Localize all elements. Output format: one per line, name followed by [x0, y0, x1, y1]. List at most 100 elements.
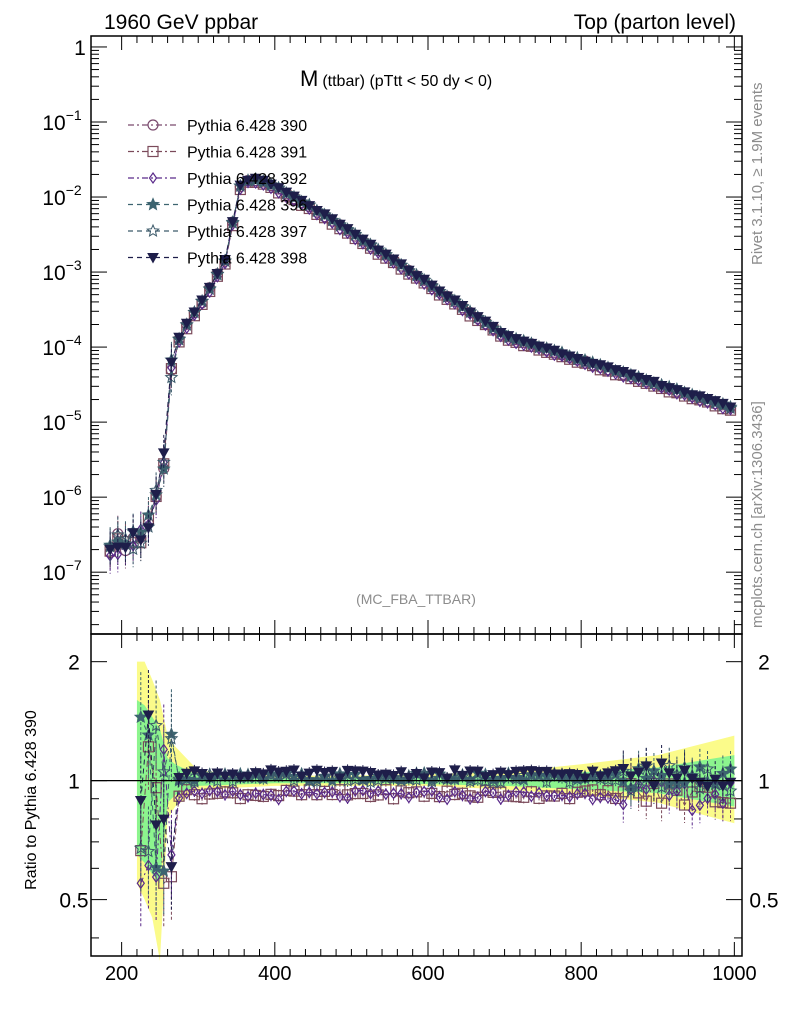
ratio-point — [328, 785, 337, 799]
ratio-series-group — [133, 670, 738, 929]
ratio-point — [470, 772, 485, 786]
ratio-point — [213, 785, 222, 798]
ratio-point — [504, 789, 513, 802]
ratio-point — [609, 766, 622, 777]
ratio-point — [404, 791, 414, 804]
ratio-point — [396, 787, 406, 800]
data-point — [456, 301, 469, 312]
ratio-point — [442, 793, 452, 806]
ratio-point — [602, 768, 614, 779]
ratio-point — [710, 788, 720, 801]
ratio-point — [305, 786, 314, 799]
ratio-point — [709, 774, 722, 786]
ratio-point — [350, 784, 360, 797]
ratio-point — [718, 797, 728, 810]
ratio-point — [596, 791, 605, 804]
data-point — [226, 217, 239, 228]
ratio-point — [527, 790, 536, 803]
rivet-label: Rivet 3.1.10, ≥ 1.9M events — [749, 83, 766, 266]
ratio-point — [565, 790, 574, 803]
data-point — [196, 295, 208, 307]
data-point — [219, 255, 231, 266]
legend-marker — [147, 253, 159, 264]
data-point — [134, 535, 147, 546]
ratio-point — [425, 767, 438, 779]
ratio-point — [149, 718, 164, 732]
main-y-tick-label: 1 — [74, 37, 86, 60]
data-point — [625, 369, 637, 381]
data-point — [119, 542, 132, 554]
main-y-tick-label: 10−6 — [42, 482, 82, 510]
ratio-point — [219, 771, 231, 783]
ratio-point — [326, 766, 339, 778]
ratio-point — [355, 772, 370, 786]
legend-marker — [146, 197, 160, 211]
ratio-point — [471, 766, 484, 778]
ratio-point — [678, 765, 691, 777]
ratio-point — [141, 844, 156, 858]
data-point — [142, 523, 155, 534]
ratio-point — [481, 785, 490, 798]
series-group — [103, 171, 738, 574]
ratio-point — [142, 710, 155, 722]
ratio-point — [655, 797, 668, 809]
legend-marker — [148, 171, 158, 185]
ratio-point — [389, 787, 398, 800]
ratio-point — [619, 798, 628, 811]
ratio-point — [412, 786, 421, 799]
ratio-point — [167, 848, 176, 861]
x-tick-label: 200 — [105, 963, 138, 985]
ratio-point — [487, 770, 499, 781]
ratio-y-tick-label-right: 0.5 — [749, 890, 778, 913]
ratio-point — [203, 772, 216, 784]
ratio-point — [133, 840, 148, 855]
data-point — [165, 357, 178, 369]
ratio-point — [349, 766, 362, 777]
ratio-point — [395, 767, 408, 778]
data-point — [717, 398, 729, 410]
mcplots-label: mcplots.cern.ch [arXiv:1306.3436] — [749, 401, 766, 628]
ratio-point — [358, 784, 368, 797]
ratio-point — [723, 783, 738, 797]
data-point — [157, 448, 170, 459]
ratio-point — [220, 788, 230, 801]
ratio-point — [297, 787, 306, 800]
ratio-point — [594, 789, 606, 801]
data-point — [494, 327, 507, 339]
ratio-point — [364, 790, 377, 803]
ratio-point — [402, 772, 415, 784]
ratio-point — [320, 786, 329, 799]
data-point — [311, 205, 323, 217]
ratio-point — [579, 773, 591, 784]
legend-label: Pythia 6.428 396 — [187, 198, 307, 215]
data-point — [364, 239, 377, 251]
ratio-point — [366, 787, 375, 800]
ratio-point — [341, 765, 354, 777]
ratio-point — [640, 761, 653, 772]
ratio-point — [550, 789, 559, 802]
ratio-band-yellow — [136, 661, 735, 961]
ratio-point — [427, 784, 437, 797]
series-line — [110, 182, 731, 557]
ratio-point — [282, 785, 291, 798]
ratio-point — [173, 773, 185, 784]
ratio-point — [373, 784, 383, 798]
data-point — [410, 271, 423, 282]
data-point — [180, 318, 193, 330]
ratio-point — [243, 790, 253, 803]
ratio-point — [579, 785, 591, 797]
data-point — [173, 332, 185, 344]
ratio-point — [372, 770, 385, 782]
ratio-point — [478, 773, 493, 788]
ratio-point — [511, 785, 521, 798]
ratio-point — [387, 771, 400, 782]
ratio-point — [435, 791, 444, 804]
ratio-point — [133, 709, 148, 724]
ratio-point — [357, 766, 369, 778]
data-point — [150, 489, 162, 501]
ratio-point — [335, 790, 345, 803]
ratio-point — [663, 768, 676, 779]
data-point — [110, 527, 125, 541]
ratio-point — [295, 771, 308, 783]
ratio-point — [533, 767, 545, 778]
